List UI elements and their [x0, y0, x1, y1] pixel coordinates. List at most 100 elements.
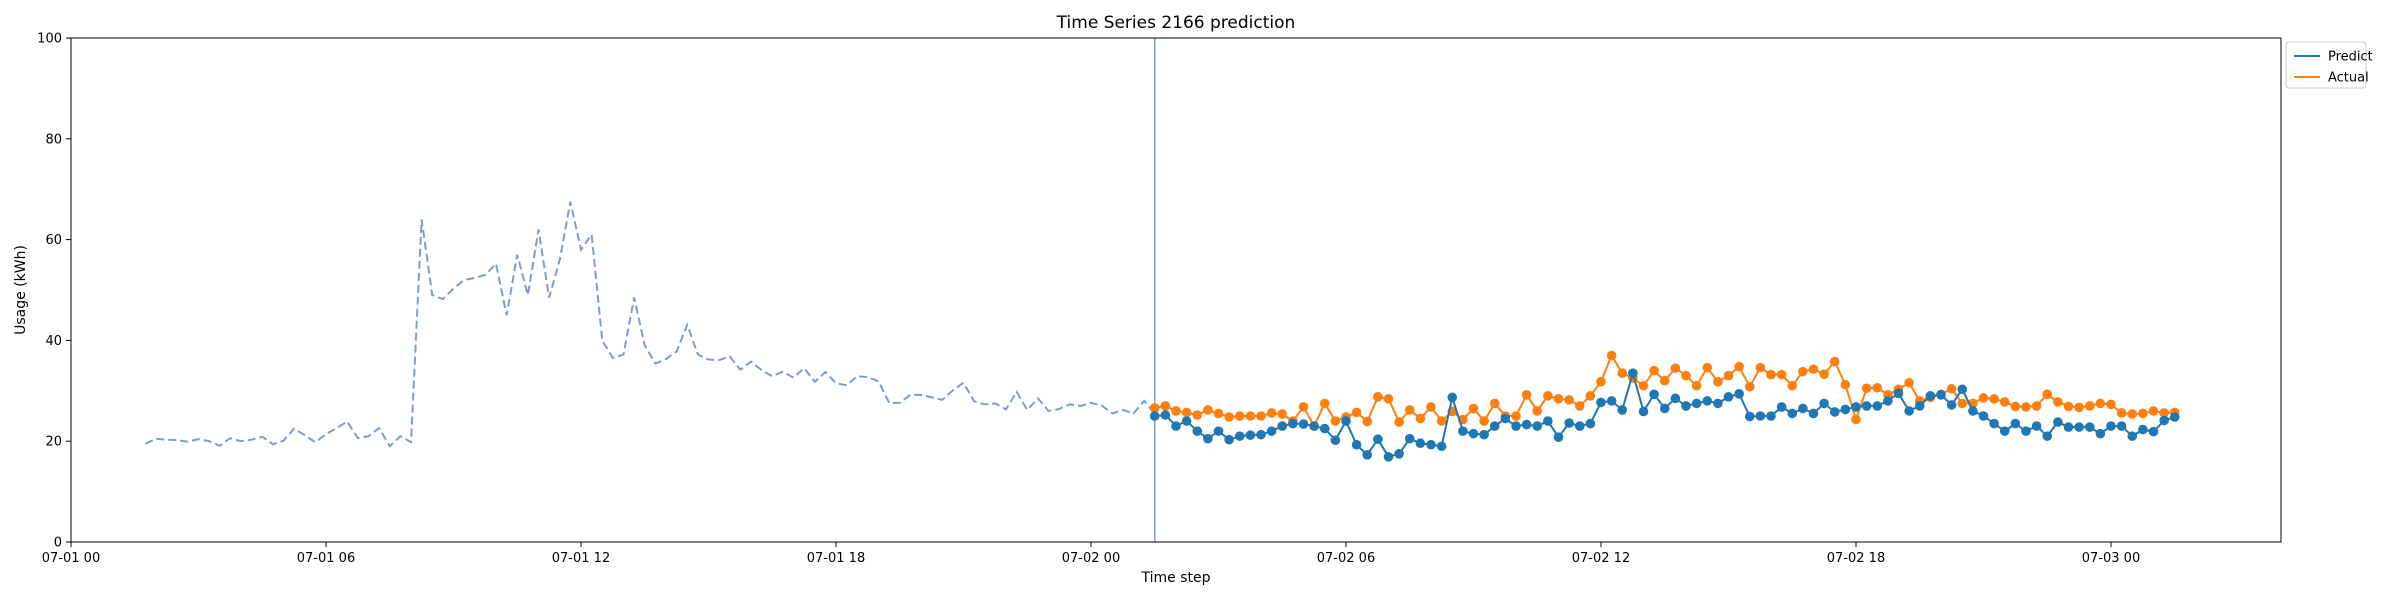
predict-point — [2021, 426, 2031, 436]
predict-point — [1702, 396, 1713, 406]
y-tick-label: 80 — [45, 132, 62, 147]
actual-point — [1394, 417, 1404, 427]
actual-point — [1999, 397, 2010, 407]
predict-point — [1617, 405, 1628, 415]
predict-point — [2127, 431, 2138, 441]
predict-point — [2074, 422, 2084, 432]
actual-point — [1532, 406, 1543, 416]
predict-point — [2063, 422, 2074, 432]
predict-point — [1978, 411, 1989, 421]
actual-point — [2159, 408, 2169, 418]
legend-label: Predict — [2328, 50, 2373, 65]
x-tick-label: 07-02 00 — [1062, 551, 1120, 566]
x-tick-label: 07-02 18 — [1827, 551, 1885, 566]
actual-point — [1266, 408, 1277, 418]
predict-point — [1351, 439, 1362, 450]
x-tick-label: 07-02 06 — [1317, 551, 1375, 566]
predict-point — [1744, 411, 1755, 422]
actual-point — [1521, 390, 1532, 400]
predict-point — [2148, 426, 2159, 437]
predict-point — [1957, 384, 1968, 395]
predict-point — [1596, 397, 1606, 408]
predict-point — [1755, 411, 1766, 421]
predict-point — [1426, 439, 1436, 450]
actual-point — [2148, 406, 2159, 416]
actual-point — [2095, 398, 2106, 409]
actual-point — [1808, 364, 1819, 374]
actual-point — [1829, 356, 1840, 367]
actual-point — [1426, 402, 1436, 412]
predict-point — [1532, 421, 1543, 431]
x-tick-label: 07-02 12 — [1572, 551, 1630, 566]
actual-point — [1787, 380, 1798, 391]
predict-point — [1447, 392, 1458, 403]
y-tick-label: 60 — [45, 233, 62, 248]
predict-point — [1574, 421, 1585, 431]
actual-point — [1479, 416, 1489, 426]
actual-point — [1904, 377, 1914, 388]
actual-point — [2042, 389, 2053, 400]
predict-point — [1883, 396, 1893, 406]
actual-point — [1553, 394, 1564, 404]
actual-point — [1617, 368, 1628, 378]
plot-frame — [70, 37, 2282, 543]
actual-point — [1978, 393, 1989, 403]
predict-point — [1999, 426, 2010, 436]
predict-point — [1798, 403, 1808, 414]
y-tick-label: 0 — [54, 536, 62, 551]
predict-point — [1383, 452, 1394, 462]
actual-point — [1691, 380, 1702, 391]
predict-point — [1606, 396, 1617, 406]
x-axis: 07-01 00 07-01 06 07-01 12 07-01 18 07-02 00… — [42, 542, 2140, 566]
predict-point — [1893, 388, 1904, 399]
predict-point — [1373, 434, 1383, 444]
actual-point — [1819, 369, 1829, 379]
predict-point — [2169, 412, 2180, 422]
predict-point — [2053, 417, 2063, 427]
actual-point — [1840, 379, 1851, 390]
actual-point — [1713, 376, 1723, 387]
legend-label: Actual — [2328, 71, 2369, 86]
actual-point — [2116, 408, 2127, 418]
predict-point — [2116, 421, 2127, 431]
predict-point — [1479, 429, 1489, 440]
predict-point — [1341, 416, 1351, 426]
actual-point — [1373, 392, 1383, 402]
plot-area — [144, 38, 2180, 542]
predict-point — [1564, 418, 1574, 428]
predict-point — [1415, 438, 1426, 449]
predict-point — [1543, 416, 1553, 426]
predict-point — [1394, 449, 1404, 459]
predict-point — [1521, 419, 1532, 430]
actual-point — [1224, 412, 1234, 422]
actual-point — [1160, 401, 1171, 411]
actual-point — [1511, 411, 1521, 421]
predict-point — [1330, 435, 1341, 445]
predict-point — [1734, 389, 1744, 399]
predict-point — [2106, 421, 2116, 431]
predict-point — [1149, 411, 1160, 421]
actual-point — [2021, 402, 2031, 412]
actual-point — [1596, 376, 1606, 387]
predict-point — [1181, 416, 1192, 426]
predict-point — [1840, 404, 1851, 415]
predict-point — [2042, 431, 2053, 441]
actual-point — [2138, 408, 2148, 419]
predict-point — [2084, 422, 2095, 432]
actual-point — [1383, 394, 1394, 404]
actual-point — [1851, 414, 1861, 425]
predict-point — [1489, 421, 1500, 431]
predict-point — [1404, 433, 1415, 444]
x-tick-label: 07-01 12 — [552, 551, 610, 566]
predict-point — [1585, 418, 1596, 429]
actual-point — [1766, 369, 1776, 380]
history-line — [144, 201, 1156, 448]
actual-point — [1256, 411, 1266, 421]
predict-point — [1638, 406, 1649, 417]
actual-point — [1277, 409, 1288, 419]
actual-point — [1330, 416, 1341, 426]
predict-point — [1171, 421, 1181, 431]
predict-point — [1776, 402, 1787, 412]
actual-point — [1319, 398, 1330, 409]
actual-point — [1989, 394, 1999, 404]
